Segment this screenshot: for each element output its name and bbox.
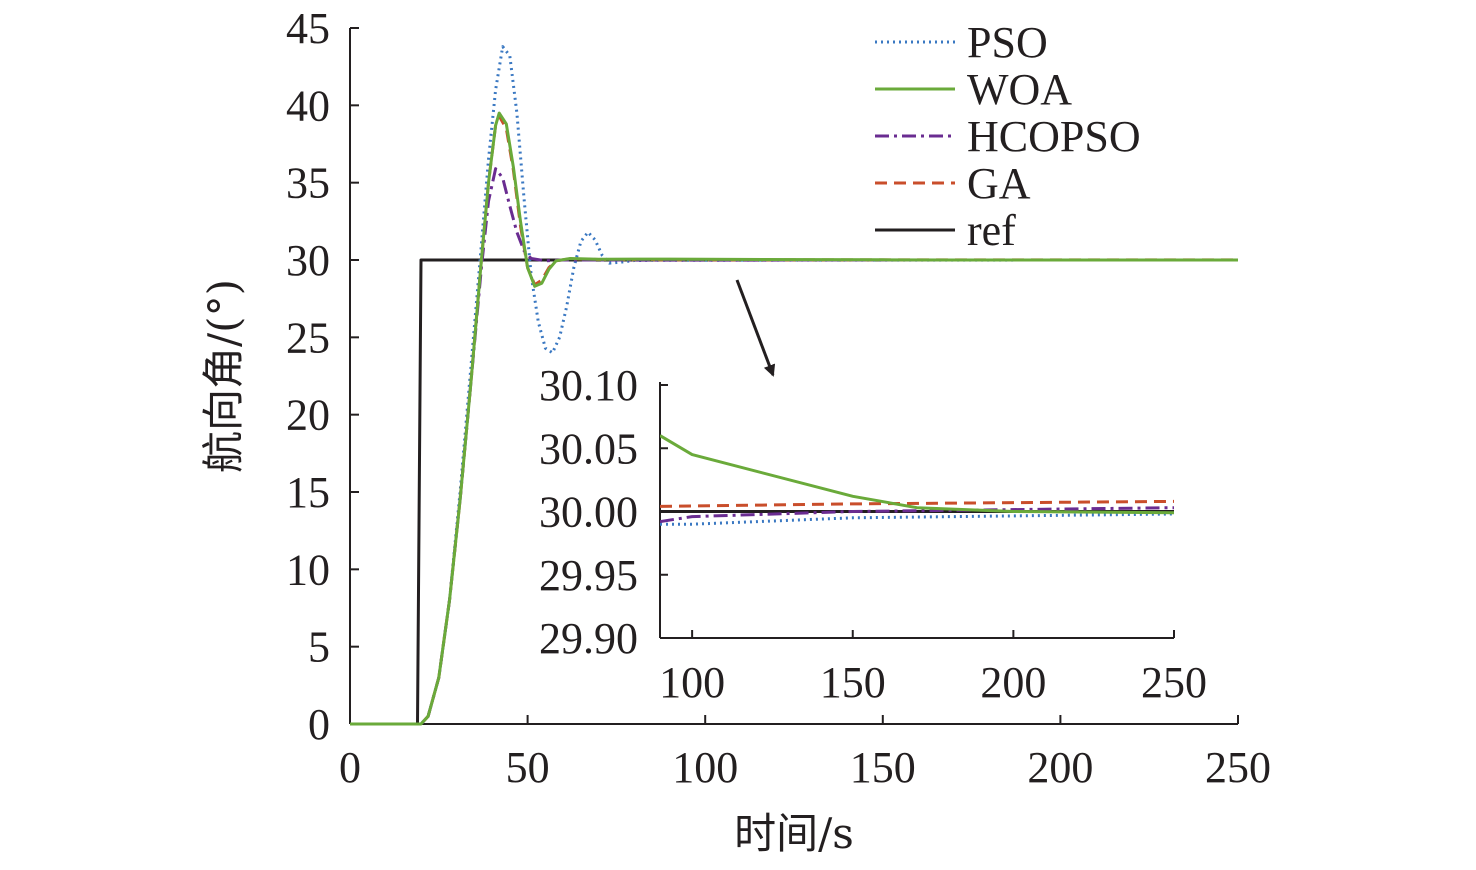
inset-x-tick-label: 150 [820,658,886,707]
main-ticks: 0 50 100 150 200 250 0 5 10 15 20 25 30 35 40 45 [286,4,1271,792]
inset-x-tick-label: 250 [1141,658,1207,707]
inset-y-tick-label: 30.10 [539,361,638,410]
inset-y-tick-label: 30.05 [539,424,638,473]
inset-y-tick-label: 30.00 [539,488,638,537]
y-tick-label: 25 [286,313,330,362]
y-tick-label: 15 [286,468,330,517]
x-tick-label: 50 [506,743,550,792]
inset-series-line-hcopso [660,506,1175,524]
x-tick-label: 200 [1027,743,1093,792]
y-tick-label: 0 [308,700,330,749]
y-axis-title: 航向角/(°) [199,279,248,473]
x-tick-label: 100 [672,743,738,792]
x-tick-label: 150 [850,743,916,792]
inset-plot: 100 150 200 250 29.90 29.95 30.00 30.05 30.10 [539,361,1207,707]
inset-x-tick-label: 100 [659,658,725,707]
inset-series-line-ga [660,499,1175,508]
inset-ticks: 100 150 200 250 29.90 29.95 30.00 30.05 30.10 [539,361,1207,707]
x-axis-title: 时间/s [734,809,854,858]
zoom-arrow [735,279,776,377]
inset-y-tick-label: 29.95 [539,551,638,600]
y-tick-label: 5 [308,623,330,672]
x-tick-label: 250 [1205,743,1271,792]
legend-label: HCOPSO [967,112,1141,161]
y-tick-label: 40 [286,81,330,130]
y-tick-label: 10 [286,545,330,594]
y-tick-label: 20 [286,391,330,440]
legend-label: ref [967,206,1016,255]
inset-series-line-woa [660,434,1175,515]
inset-y-tick-label: 29.90 [539,614,638,663]
legend-label: GA [967,159,1031,208]
y-tick-label: 30 [286,236,330,285]
main-series [350,45,1239,726]
y-tick-label: 45 [286,4,330,53]
inset-series [660,434,1175,526]
y-tick-label: 35 [286,159,330,208]
legend-label: WOA [967,65,1072,114]
series-line-woa [350,111,1238,726]
inset-x-tick-label: 200 [980,658,1046,707]
legend-label: PSO [967,18,1048,67]
x-tick-label: 0 [339,743,361,792]
